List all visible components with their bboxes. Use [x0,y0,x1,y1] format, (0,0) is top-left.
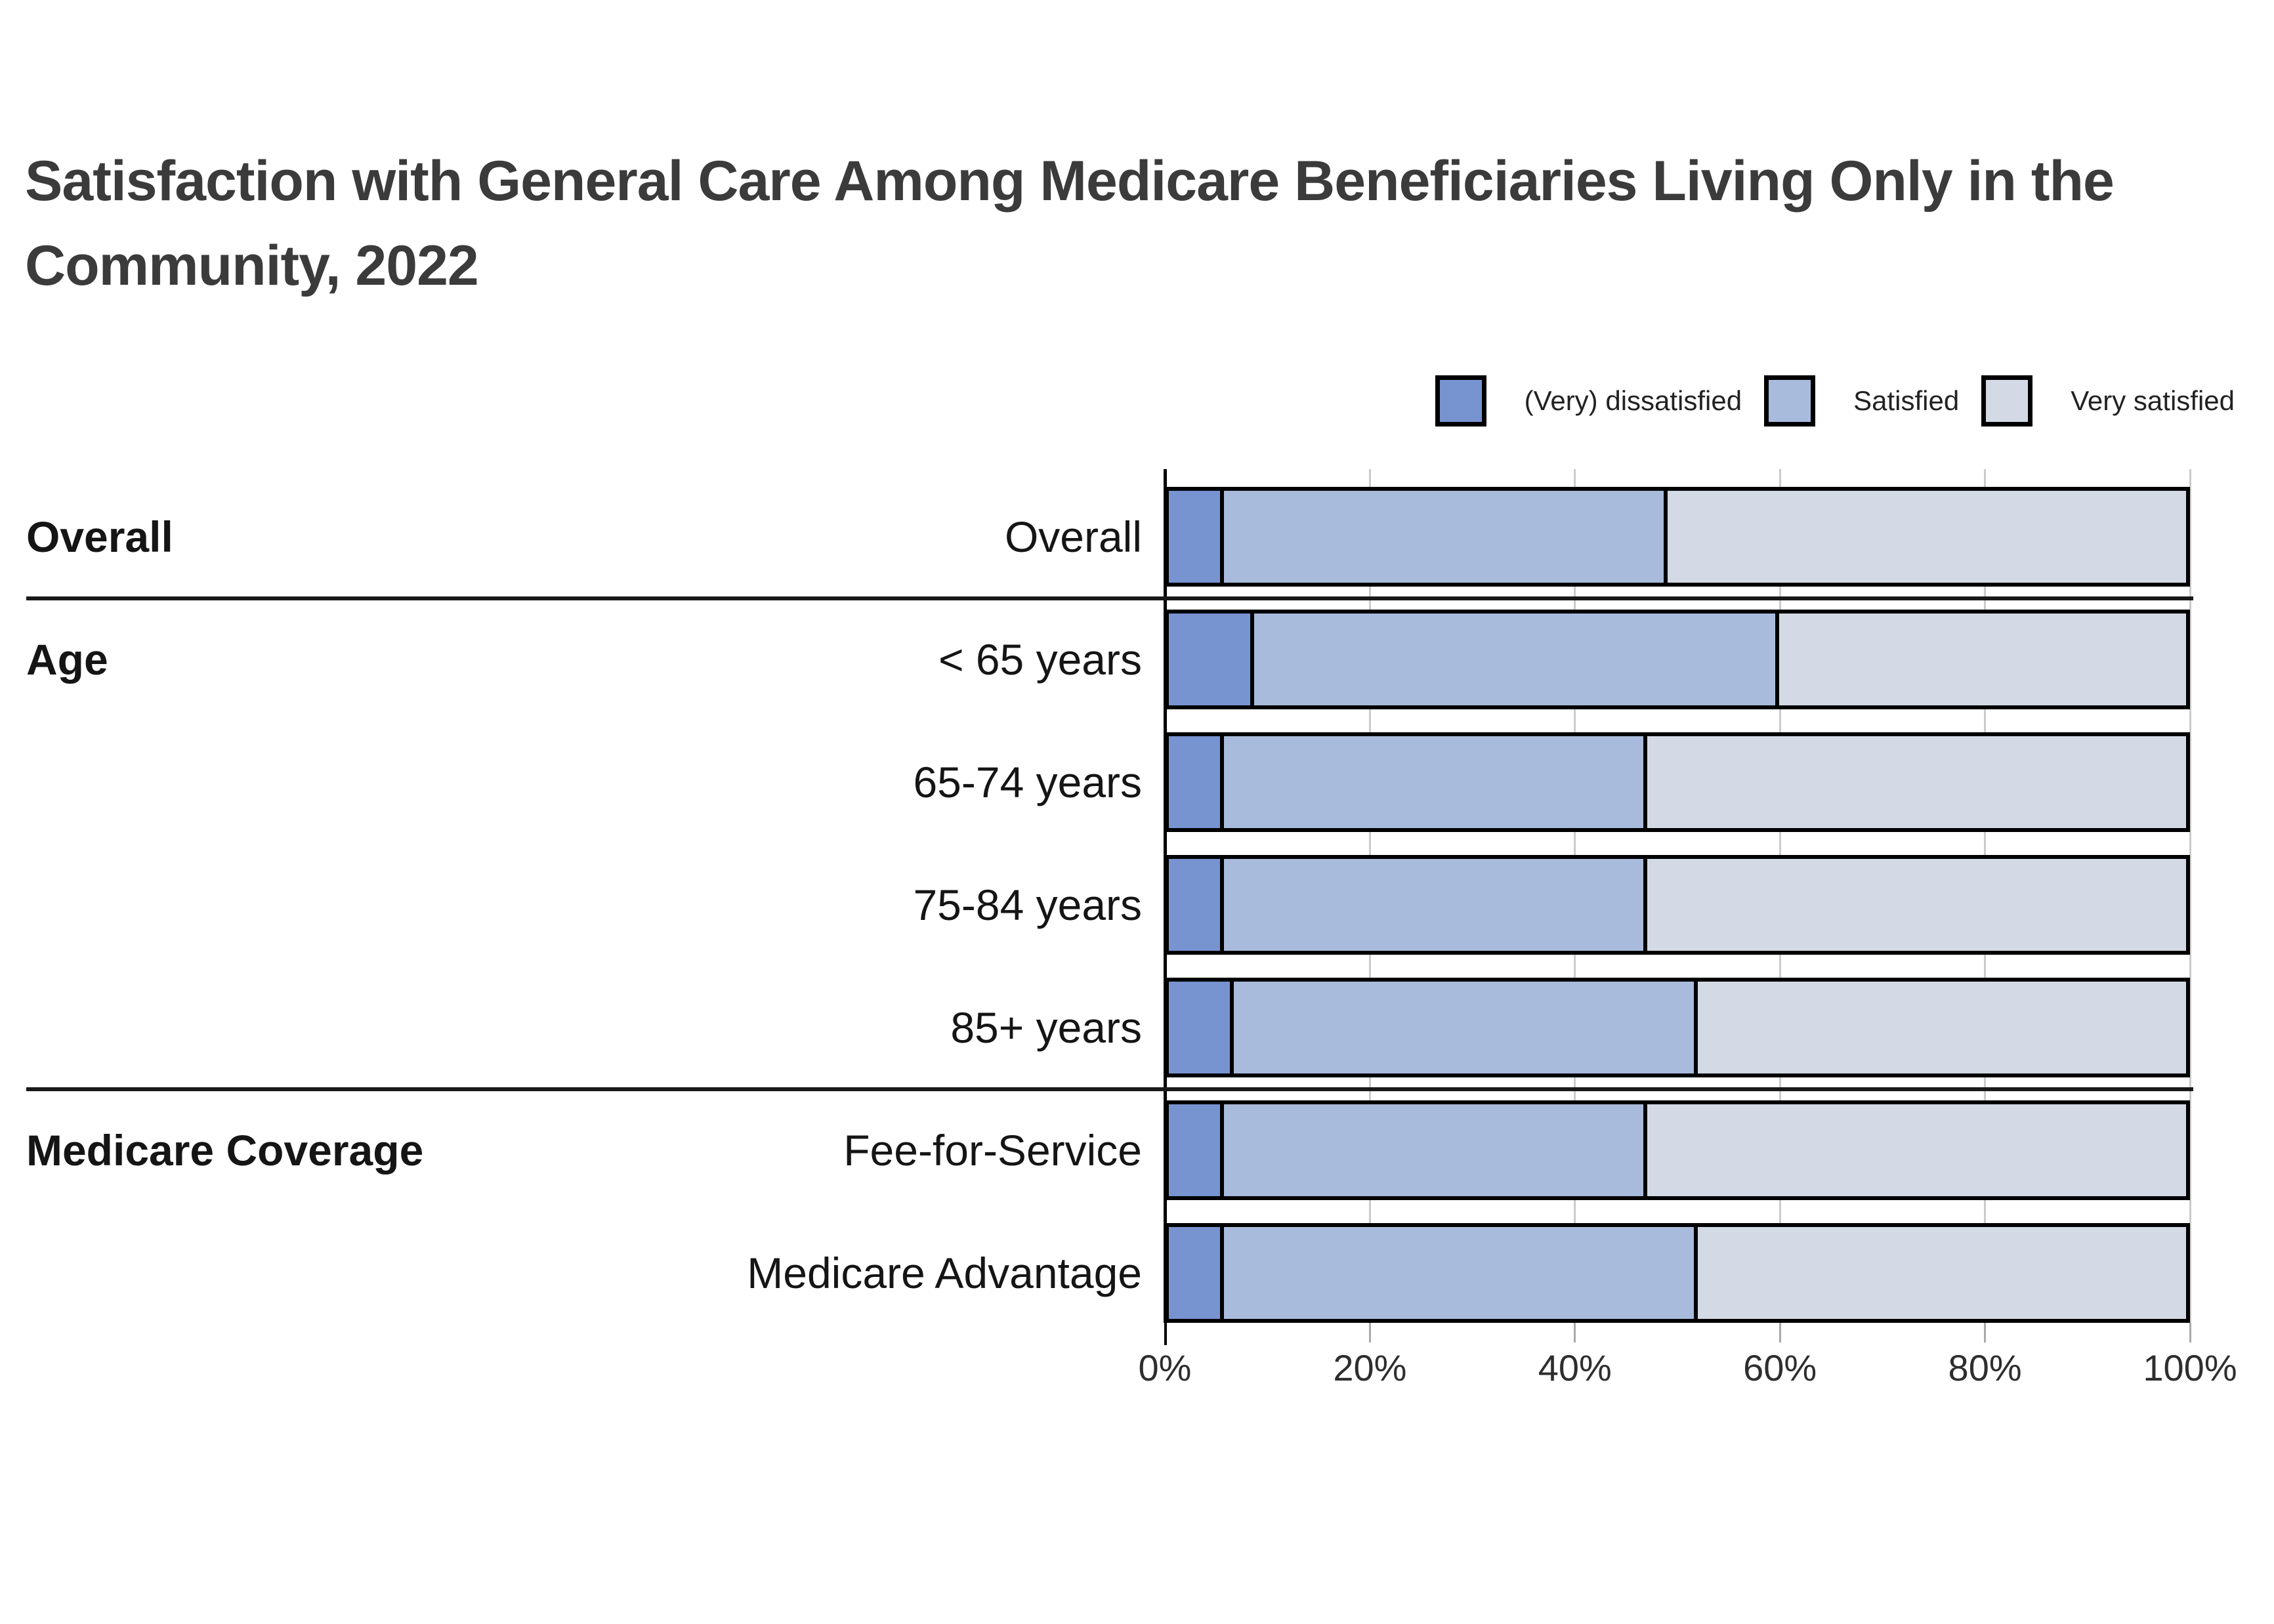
bar-row [1165,1100,2190,1200]
bar-segment [1169,1104,1220,1196]
bar-segment [1169,982,1230,1073]
bar-segment [1219,736,1647,828]
bar-row [1165,610,2190,709]
bar-segment [1219,491,1668,583]
row-label: 65-74 years [913,758,1142,806]
axis-tick-label: 20% [1333,1347,1407,1388]
axis-tick-0% [1164,1323,1167,1345]
group-label-0: Overall [26,512,173,561]
legend-item-1: (Very) dissatisfied [1435,375,1742,427]
bar-row [1165,978,2190,1077]
bar-segment [1219,1104,1647,1196]
legend-label: Satisfied [1853,385,1960,416]
bar-segment [1219,859,1647,951]
legend-swatch-icon [1764,375,1816,427]
bar-row [1165,1223,2190,1323]
legend-item-2: Satisfied [1764,375,1959,427]
group-label-2: Medicare Coverage [26,1126,424,1175]
group-separator [26,596,2193,600]
legend-label: (Very) dissatisfied [1524,385,1742,416]
row-label: Fee-for-Service [843,1126,1142,1175]
row-label: < 65 years [938,635,1142,684]
bar-segment [1230,982,1698,1073]
axis-tick-label: 40% [1538,1347,1612,1388]
bar-segment [1779,614,2186,705]
legend-swatch-icon [1435,375,1486,427]
axis-tick-40% [1574,1323,1576,1343]
bar-segment [1169,491,1220,583]
row-label: 75-84 years [913,881,1142,929]
bar-segment [1169,614,1250,705]
axis-tick-label: 0% [1138,1347,1192,1388]
bar-segment [1647,1104,2186,1196]
bar-row [1165,487,2190,587]
bar-segment [1169,736,1220,828]
gridline-100% [2189,469,2191,1323]
bar-segment [1698,1227,2186,1319]
bar-segment [1698,982,2186,1073]
legend-item-3: Very satisfied [1981,375,2235,427]
bar-segment [1169,859,1220,951]
axis-tick-60% [1779,1323,1781,1343]
bar-segment [1219,1227,1698,1319]
axis-tick-label: 60% [1743,1347,1817,1388]
bar-segment [1647,736,2186,828]
row-label: Medicare Advantage [747,1249,1142,1297]
bar-segment [1169,1227,1220,1319]
bar-segment [1667,491,2186,583]
chart-title: Satisfaction with General Care Among Med… [25,150,2115,297]
group-separator [26,1087,2193,1091]
axis-tick-label: 80% [1948,1347,2022,1388]
axis-tick-20% [1368,1323,1371,1343]
legend-swatch-icon [1981,375,2033,427]
bar-segment [1250,614,1779,705]
axis-tick-80% [1984,1323,1987,1343]
legend-label: Very satisfied [2071,385,2235,416]
axis-tick-100% [2189,1323,2191,1343]
bar-row [1165,732,2190,832]
legend: (Very) dissatisfied Satisfied Very satisfi… [1435,375,2235,427]
group-label-1: Age [26,635,108,684]
bar-row [1165,855,2190,955]
row-label: Overall [1004,512,1142,561]
axis-tick-label: 100% [2143,1347,2237,1388]
row-label: 85+ years [950,1003,1142,1052]
bar-segment [1647,859,2186,951]
